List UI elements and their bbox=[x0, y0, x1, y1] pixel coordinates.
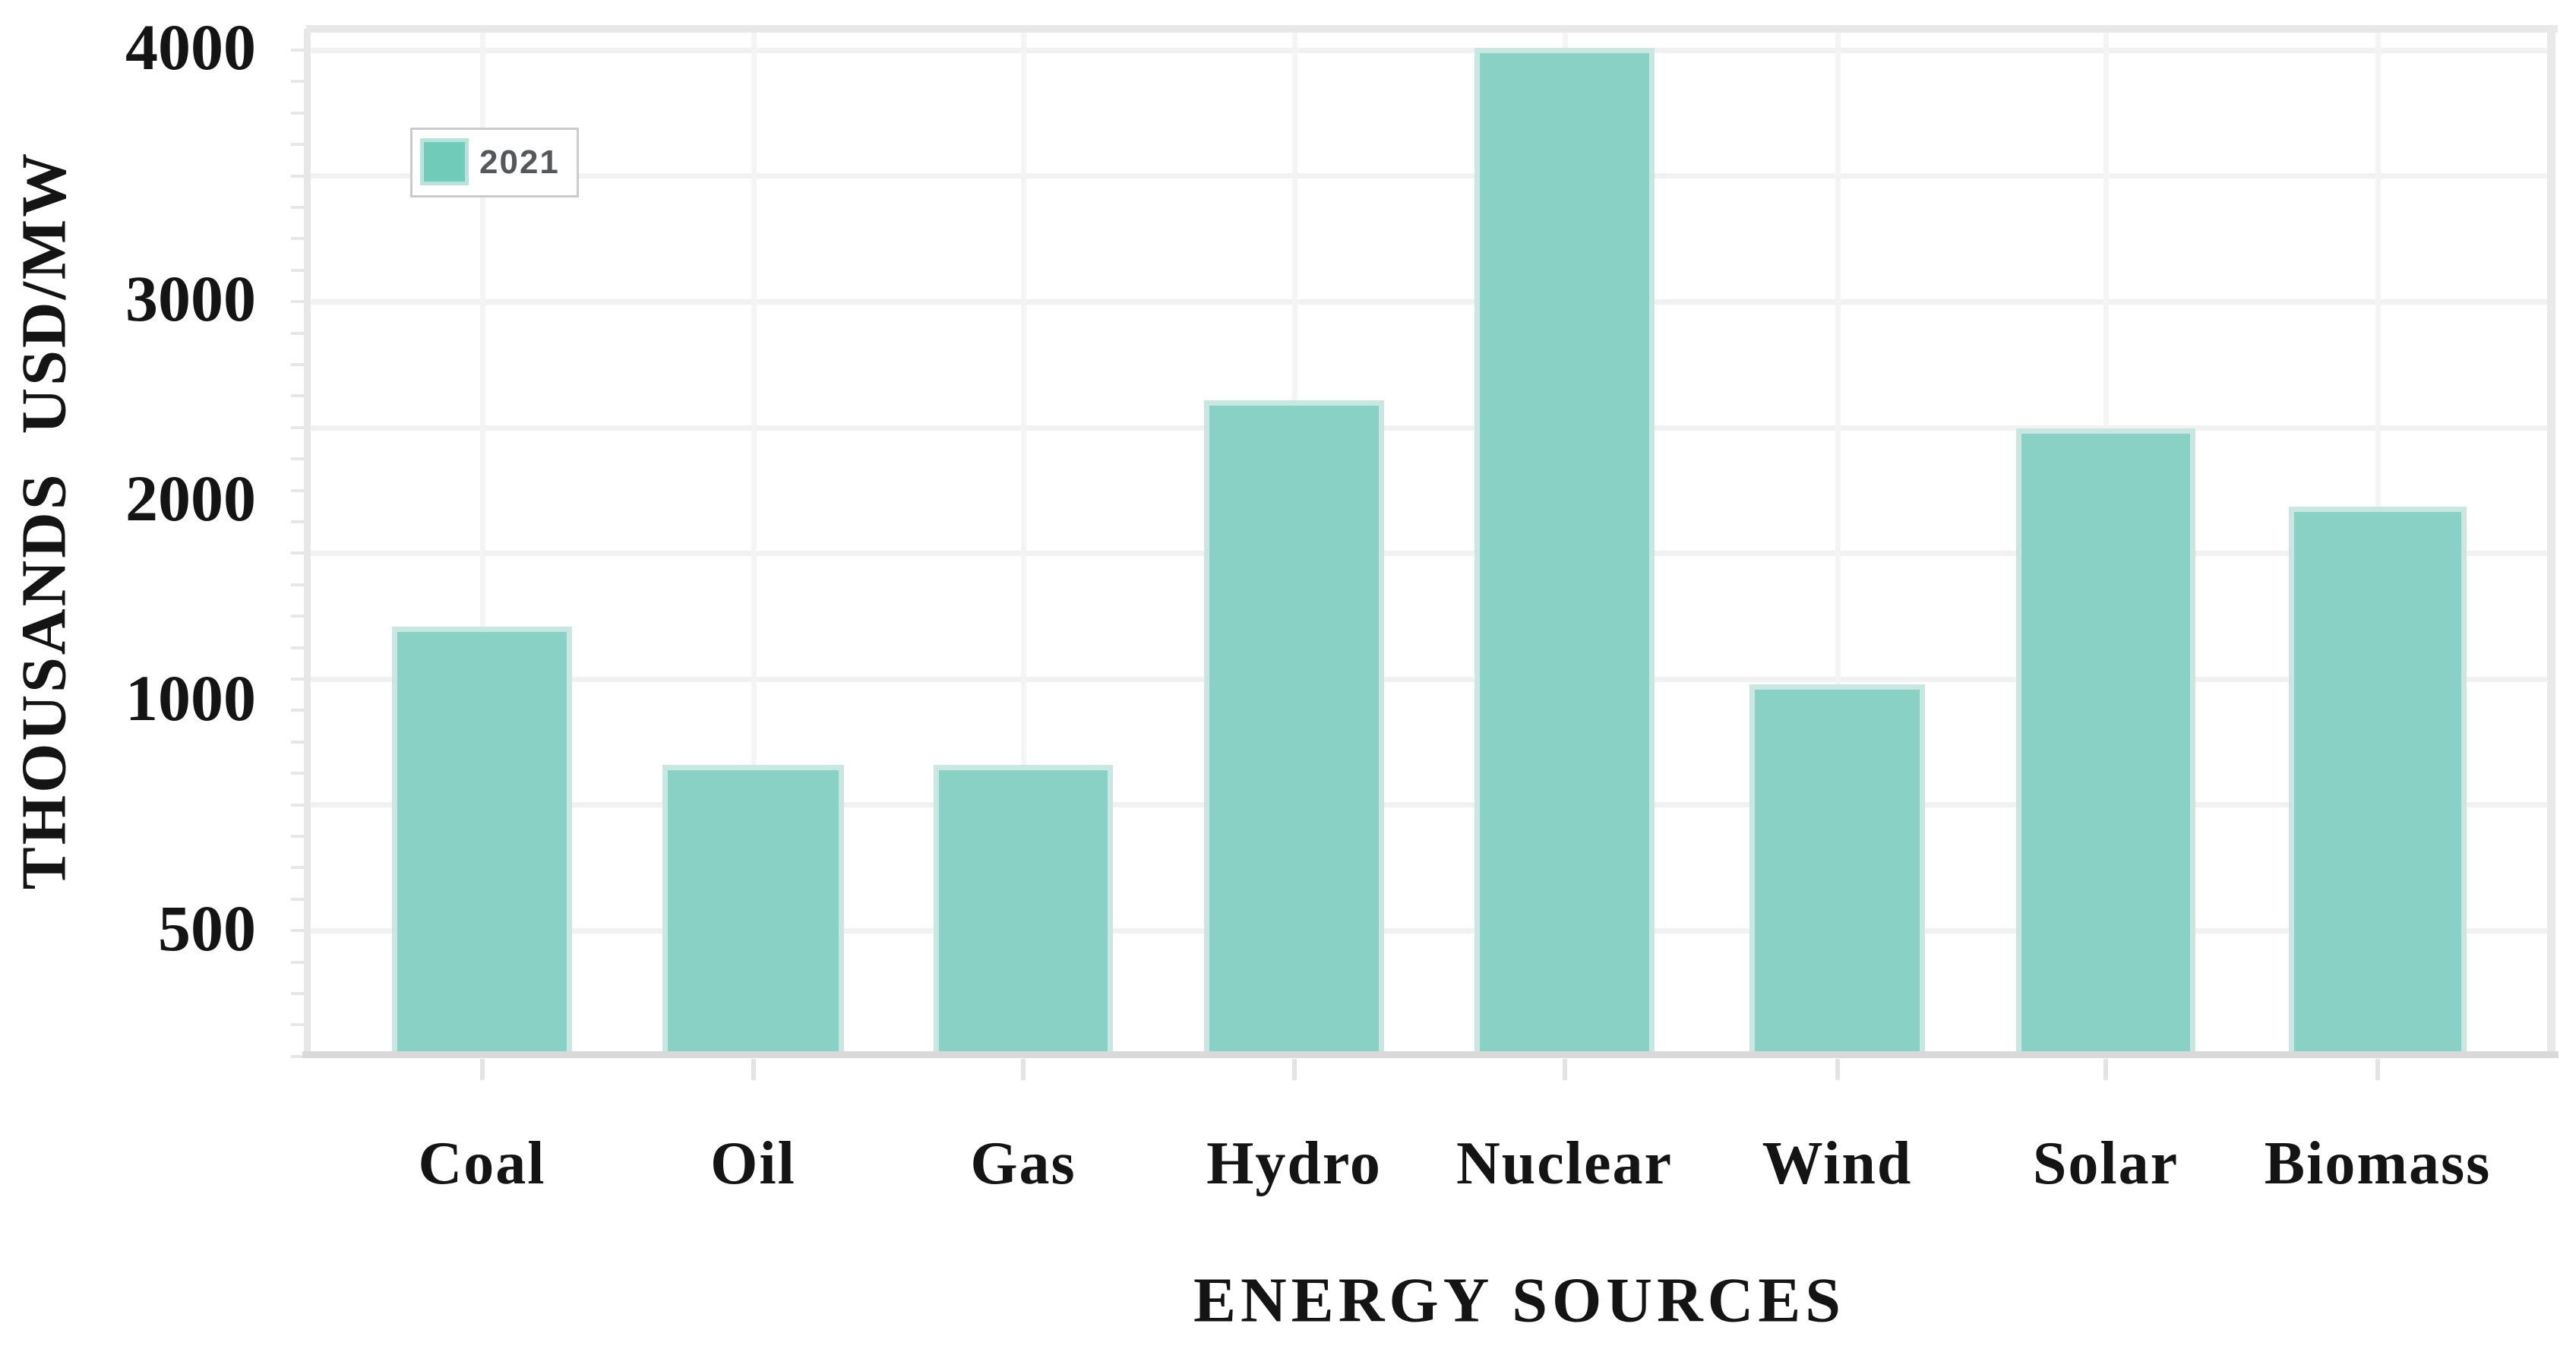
y-minor-tick bbox=[291, 174, 306, 178]
y-minor-tick bbox=[291, 80, 306, 84]
y-tick-label-2000: 2000 bbox=[125, 462, 256, 535]
x-tick-label-coal: Coal bbox=[418, 1130, 546, 1197]
plot-border-top bbox=[306, 25, 2558, 33]
h-gridline bbox=[306, 173, 2547, 178]
h-gridline bbox=[306, 802, 2547, 807]
v-gridline bbox=[1021, 29, 1026, 1056]
x-tick bbox=[1562, 1059, 1567, 1080]
y-minor-tick bbox=[291, 929, 306, 933]
y-minor-tick bbox=[291, 772, 306, 776]
bar-coal bbox=[392, 627, 572, 1056]
y-minor-tick bbox=[291, 583, 306, 586]
x-tick-label-oil: Oil bbox=[710, 1130, 796, 1197]
y-axis-line bbox=[304, 29, 311, 1056]
y-minor-tick bbox=[291, 143, 306, 147]
bar-nuclear bbox=[1474, 48, 1655, 1056]
x-tick-label-wind: Wind bbox=[1762, 1130, 1913, 1197]
x-tick bbox=[2375, 1059, 2380, 1080]
v-gridline bbox=[751, 29, 757, 1056]
x-tick-label-solar: Solar bbox=[2032, 1130, 2179, 1197]
v-gridline bbox=[479, 29, 485, 1056]
legend-swatch-2021 bbox=[420, 138, 469, 185]
y-minor-tick bbox=[291, 614, 306, 618]
x-tick bbox=[1021, 1059, 1026, 1080]
y-minor-tick bbox=[291, 551, 306, 555]
y-tick-label-500: 500 bbox=[158, 892, 256, 965]
bar-oil bbox=[662, 765, 844, 1056]
y-minor-tick bbox=[291, 520, 306, 523]
h-gridline bbox=[306, 48, 2547, 53]
y-minor-tick bbox=[291, 206, 306, 209]
y-minor-tick bbox=[291, 331, 306, 335]
plot-border-right bbox=[2547, 25, 2555, 1056]
x-tick-label-biomass: Biomass bbox=[2264, 1130, 2492, 1197]
y-minor-tick bbox=[291, 488, 306, 492]
y-tick-label-1000: 1000 bbox=[125, 662, 256, 735]
y-minor-tick bbox=[291, 49, 306, 52]
y-minor-tick bbox=[291, 960, 306, 964]
x-axis-line bbox=[302, 1051, 2559, 1058]
x-tick-label-gas: Gas bbox=[970, 1130, 1076, 1197]
x-tick bbox=[1835, 1059, 1840, 1080]
y-minor-tick bbox=[291, 866, 306, 870]
legend-label: 2021 bbox=[479, 144, 560, 181]
y-minor-tick bbox=[291, 268, 306, 272]
x-tick bbox=[479, 1059, 485, 1080]
y-minor-tick bbox=[291, 740, 306, 744]
x-axis-title: ENERGY SOURCES bbox=[1193, 1265, 1846, 1336]
y-minor-tick bbox=[291, 835, 306, 838]
x-tick bbox=[2103, 1059, 2108, 1080]
y-minor-tick bbox=[291, 678, 306, 681]
legend: 2021 bbox=[410, 128, 579, 197]
y-minor-tick bbox=[291, 897, 306, 901]
y-minor-tick bbox=[291, 1054, 306, 1058]
x-tick bbox=[751, 1059, 756, 1080]
y-minor-tick bbox=[291, 709, 306, 712]
y-minor-tick bbox=[291, 457, 306, 461]
y-minor-tick bbox=[291, 394, 306, 398]
h-gridline bbox=[306, 677, 2547, 682]
y-minor-tick bbox=[291, 111, 306, 115]
bar-hydro bbox=[1204, 400, 1384, 1056]
y-minor-tick bbox=[291, 237, 306, 241]
h-gridline bbox=[306, 299, 2547, 305]
y-minor-tick bbox=[291, 646, 306, 649]
bar-gas bbox=[934, 765, 1113, 1056]
y-minor-tick bbox=[291, 300, 306, 304]
bar-biomass bbox=[2289, 507, 2467, 1056]
h-gridline bbox=[306, 425, 2547, 431]
y-minor-tick bbox=[291, 425, 306, 429]
x-tick bbox=[1291, 1059, 1297, 1080]
y-tick-label-3000: 3000 bbox=[125, 262, 256, 335]
h-gridline bbox=[306, 928, 2547, 934]
v-gridline bbox=[1835, 29, 1841, 1056]
y-tick-label-4000: 4000 bbox=[125, 11, 256, 84]
x-tick-label-hydro: Hydro bbox=[1206, 1130, 1382, 1197]
bar-solar bbox=[2016, 428, 2195, 1056]
y-minor-tick bbox=[291, 803, 306, 807]
x-tick-label-nuclear: Nuclear bbox=[1456, 1130, 1674, 1197]
bar-wind bbox=[1749, 684, 1925, 1056]
h-gridline bbox=[306, 551, 2547, 556]
y-minor-tick bbox=[291, 363, 306, 366]
y-minor-tick bbox=[291, 1023, 306, 1027]
y-minor-tick bbox=[291, 992, 306, 995]
y-axis-title: THOUSANDS USD/MW bbox=[8, 150, 80, 890]
